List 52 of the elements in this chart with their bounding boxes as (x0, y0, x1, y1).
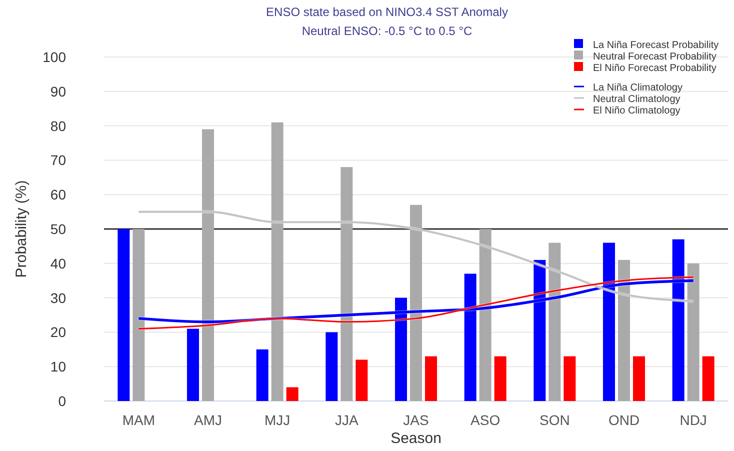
y-tick-label: 40 (50, 255, 66, 272)
x-tick-label: SON (539, 412, 570, 428)
bar (118, 229, 130, 401)
y-tick-label: 20 (50, 324, 66, 340)
x-tick-label: ASO (470, 412, 500, 428)
legend-label: Neutral Climatology (593, 94, 680, 105)
bar (340, 167, 353, 401)
bar (256, 349, 268, 401)
bar (633, 356, 645, 401)
y-tick-label: 10 (50, 358, 66, 375)
x-tick-label: OND (608, 412, 640, 428)
legend-label: El Niño Forecast Probability (593, 63, 716, 74)
x-tick-label: MAM (122, 412, 156, 428)
x-tick-label: JJA (334, 412, 359, 428)
line-series (138, 276, 694, 330)
chart-subtitle: Neutral ENSO: -0.5 °C to 0.5 °C (302, 24, 472, 38)
y-tick-label: 80 (50, 118, 66, 134)
bar (410, 204, 422, 401)
legend-label: La Niña Forecast Probability (593, 40, 719, 51)
y-tick-label: 60 (50, 186, 66, 203)
y-tick-label: 70 (50, 152, 66, 168)
x-tick-label: MJJ (264, 412, 290, 428)
bar (548, 242, 561, 401)
bar (356, 360, 368, 401)
chart-title: ENSO state based on NINO3.4 SST Anomaly (266, 5, 508, 19)
line-series (138, 210, 694, 302)
bar (187, 328, 199, 401)
bar (479, 229, 492, 401)
x-tick-label: NDJ (680, 412, 707, 428)
y-tick-label: 0 (58, 393, 66, 409)
x-tick-label: JAS (403, 412, 429, 428)
y-tick-label: 50 (50, 221, 66, 237)
bar (564, 356, 576, 401)
bar (286, 387, 298, 401)
bar (271, 122, 284, 401)
legend-label: Neutral Forecast Probability (593, 52, 716, 62)
y-tick-label: 30 (50, 290, 66, 306)
bar (326, 332, 338, 401)
bar (618, 260, 630, 401)
bar (494, 356, 506, 401)
y-axis-title: Probability (%) (13, 180, 30, 278)
bar (132, 229, 145, 401)
x-axis-title: Season (390, 430, 442, 447)
x-tick-label: AMJ (194, 412, 222, 428)
y-tick-label: 100 (42, 49, 66, 65)
bar (202, 129, 214, 401)
legend-label: El Niño Climatology (593, 106, 680, 116)
bar (702, 356, 714, 401)
y-tick-label: 90 (50, 83, 66, 100)
legend-label: La Niña Climatology (593, 82, 682, 94)
bar (425, 356, 437, 401)
bar (687, 263, 700, 401)
